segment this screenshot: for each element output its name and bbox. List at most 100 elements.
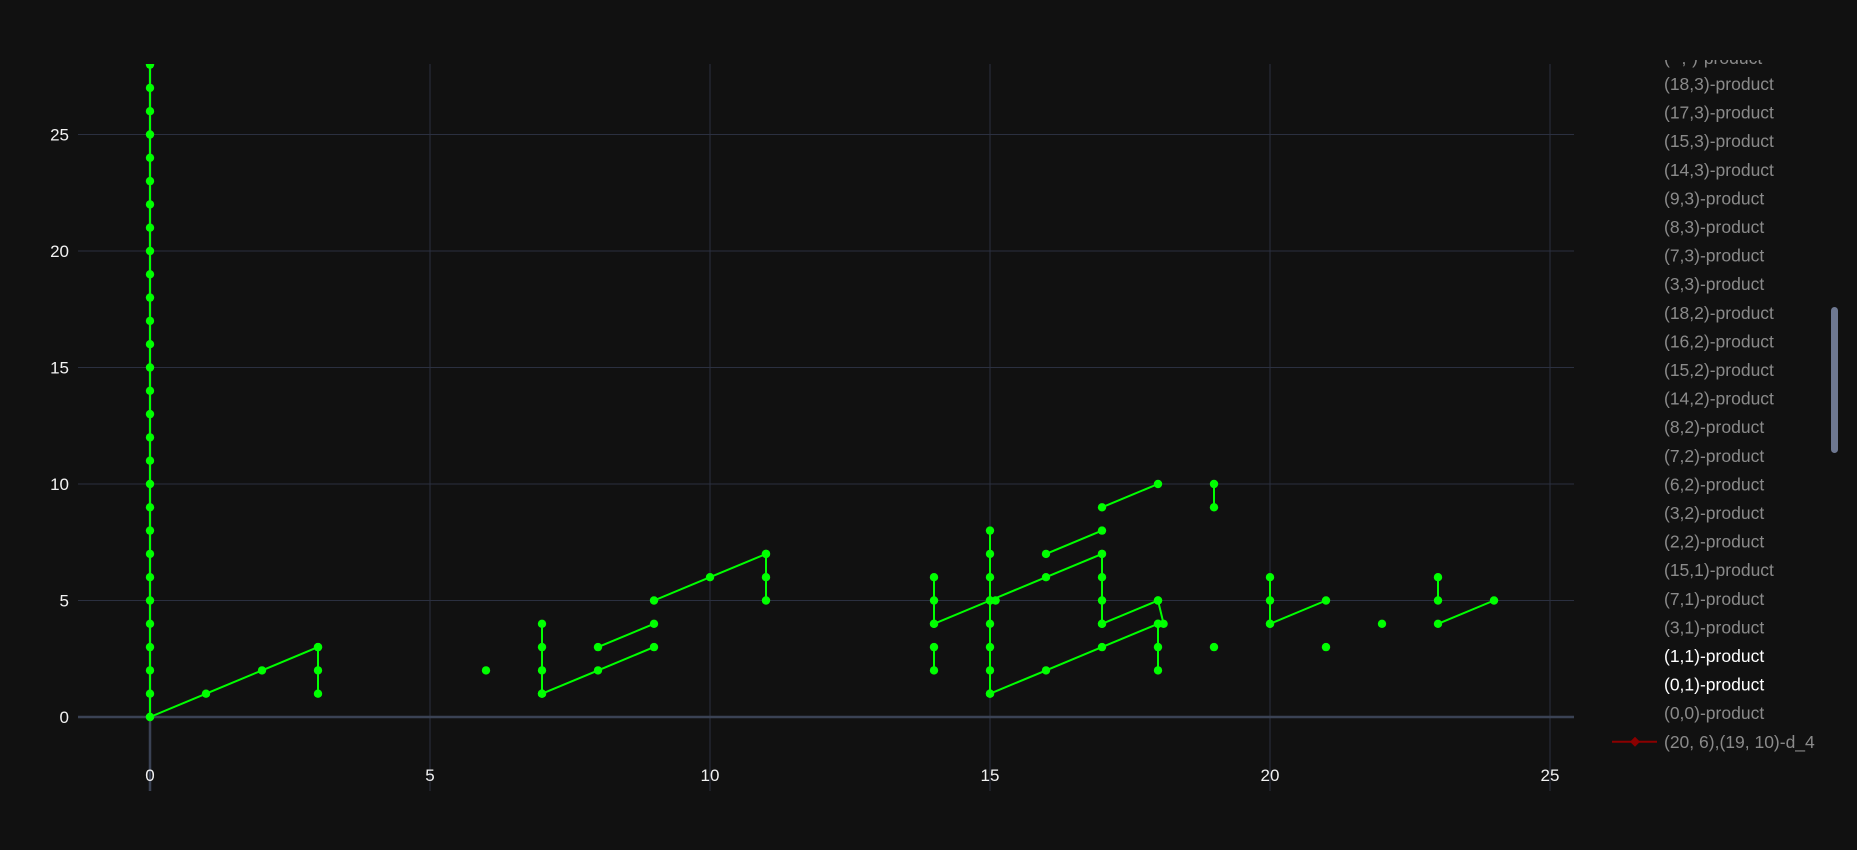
data-point (145, 130, 155, 139)
data-point (1321, 642, 1331, 652)
data-point (1433, 573, 1443, 582)
y-tick-label: 15 (50, 359, 69, 378)
legend-item-label: (15,1)-product (1664, 560, 1774, 580)
data-point (1265, 573, 1275, 582)
data-point (145, 456, 155, 465)
legend-item[interactable]: (17,3)-product (1664, 103, 1774, 123)
data-point (537, 619, 547, 628)
legend-scrollbar[interactable] (1831, 307, 1838, 453)
legend-item-label: (17,3)-product (1664, 103, 1774, 123)
data-point (145, 246, 155, 256)
data-point (985, 666, 995, 675)
legend-item[interactable]: (6,2)-product (1664, 474, 1764, 494)
data-point (761, 596, 771, 605)
data-point (1041, 549, 1051, 559)
series-20 (1153, 619, 1163, 675)
x-tick-label: 25 (1541, 766, 1560, 785)
data-point (145, 340, 155, 349)
series-line (1269, 599, 1327, 625)
legend-item-label: (0,1)-product (1664, 675, 1764, 695)
data-point (1489, 596, 1499, 605)
data-point (985, 549, 995, 559)
legend-item-label: (7,3)-product (1664, 246, 1764, 266)
legend-item[interactable]: (7,1)-product (1664, 589, 1764, 609)
legend-item[interactable]: (8,2)-product (1664, 417, 1764, 437)
legend-item[interactable]: (1,1)-product (1664, 646, 1764, 666)
series-0 (145, 64, 155, 722)
legend-item[interactable]: (16,2)-product (1664, 331, 1774, 351)
data-point (1153, 596, 1163, 605)
legend-item-label: (7,1)-product (1664, 589, 1764, 609)
data-point (145, 666, 155, 675)
series-8 (761, 549, 771, 605)
legend-item[interactable]: (0,0)-product (1664, 703, 1764, 723)
series-28 (1433, 596, 1499, 628)
legend-item[interactable]: (7,2)-product (1664, 446, 1764, 466)
legend-item[interactable]: (3,3)-product (1664, 274, 1764, 294)
legend-item[interactable]: (9,3)-product (1664, 188, 1764, 208)
legend[interactable]: (··,·)-product (18,3)-product (17,3)-produ… (1612, 48, 1815, 753)
series-line (989, 622, 1159, 695)
data-point (145, 596, 155, 605)
legend-item[interactable]: (15,3)-product (1664, 131, 1774, 151)
legend-item[interactable]: (15,2)-product (1664, 360, 1774, 380)
data-point (145, 200, 155, 209)
data-point (1433, 596, 1443, 605)
series-13 (985, 619, 1163, 698)
legend-item-label: (18,2)-product (1664, 303, 1774, 323)
series-19 (1097, 479, 1163, 512)
series-line (597, 622, 655, 649)
legend-item[interactable]: (2,2)-product (1664, 532, 1764, 552)
legend-item-label: (0,0)-product (1664, 703, 1764, 723)
data-point (1041, 666, 1051, 675)
legend-item[interactable]: (14,3)-product (1664, 160, 1774, 180)
legend-item[interactable]: (0,1)-product (1664, 675, 1764, 695)
data-point (985, 619, 995, 628)
series-line (1101, 483, 1159, 509)
legend-item[interactable]: (7,3)-product (1664, 246, 1764, 266)
y-tick-label: 10 (50, 475, 69, 494)
data-point (145, 153, 155, 162)
legend-item[interactable]: (18,3)-product (1664, 74, 1774, 94)
data-point (1153, 642, 1163, 652)
legend-item[interactable]: (8,3)-product (1664, 217, 1764, 237)
legend-item[interactable]: (14,2)-product (1664, 389, 1774, 409)
gridlines (78, 64, 1574, 791)
data-point (313, 642, 323, 652)
series-3 (481, 666, 491, 675)
data-point (1097, 526, 1107, 535)
data-point (145, 479, 155, 489)
data-point (145, 107, 155, 116)
data-point (537, 666, 547, 675)
data-point (481, 666, 491, 675)
legend-item-label: (20, 6),(19, 10)-d_4 (1664, 732, 1815, 753)
series-14 (991, 596, 1000, 605)
data-point (145, 689, 155, 698)
y-axis-ticks: 0 5 10 15 20 25 (50, 126, 69, 728)
data-point (1097, 503, 1107, 512)
legend-item[interactable]: (20, 6),(19, 10)-d_4 (1612, 732, 1815, 753)
legend-item-label: (2,2)-product (1664, 532, 1764, 552)
legend-item-label: (7,2)-product (1664, 446, 1764, 466)
data-point (537, 689, 547, 698)
series-2 (313, 642, 323, 698)
data-point (145, 549, 155, 559)
legend-item[interactable]: (15,1)-product (1664, 560, 1774, 580)
series-line (933, 552, 1103, 625)
data-point (991, 596, 1000, 605)
x-axis-ticks: 0 5 10 15 20 25 (145, 766, 1559, 785)
legend-item-label: (9,3)-product (1664, 188, 1764, 208)
data-point (649, 619, 659, 628)
data-point (1097, 619, 1107, 628)
data-point (145, 642, 155, 652)
y-tick-label: 5 (60, 592, 69, 611)
legend-item[interactable]: (18,2)-product (1664, 303, 1774, 323)
legend-item-label: (1,1)-product (1664, 646, 1764, 666)
legend-item[interactable]: (3,1)-product (1664, 617, 1764, 637)
x-tick-label: 10 (701, 766, 720, 785)
data-point (1153, 619, 1163, 628)
legend-item[interactable]: (3,2)-product (1664, 503, 1764, 523)
legend-item-label: (16,2)-product (1664, 331, 1774, 351)
data-point (145, 293, 155, 302)
data-point (649, 642, 659, 652)
